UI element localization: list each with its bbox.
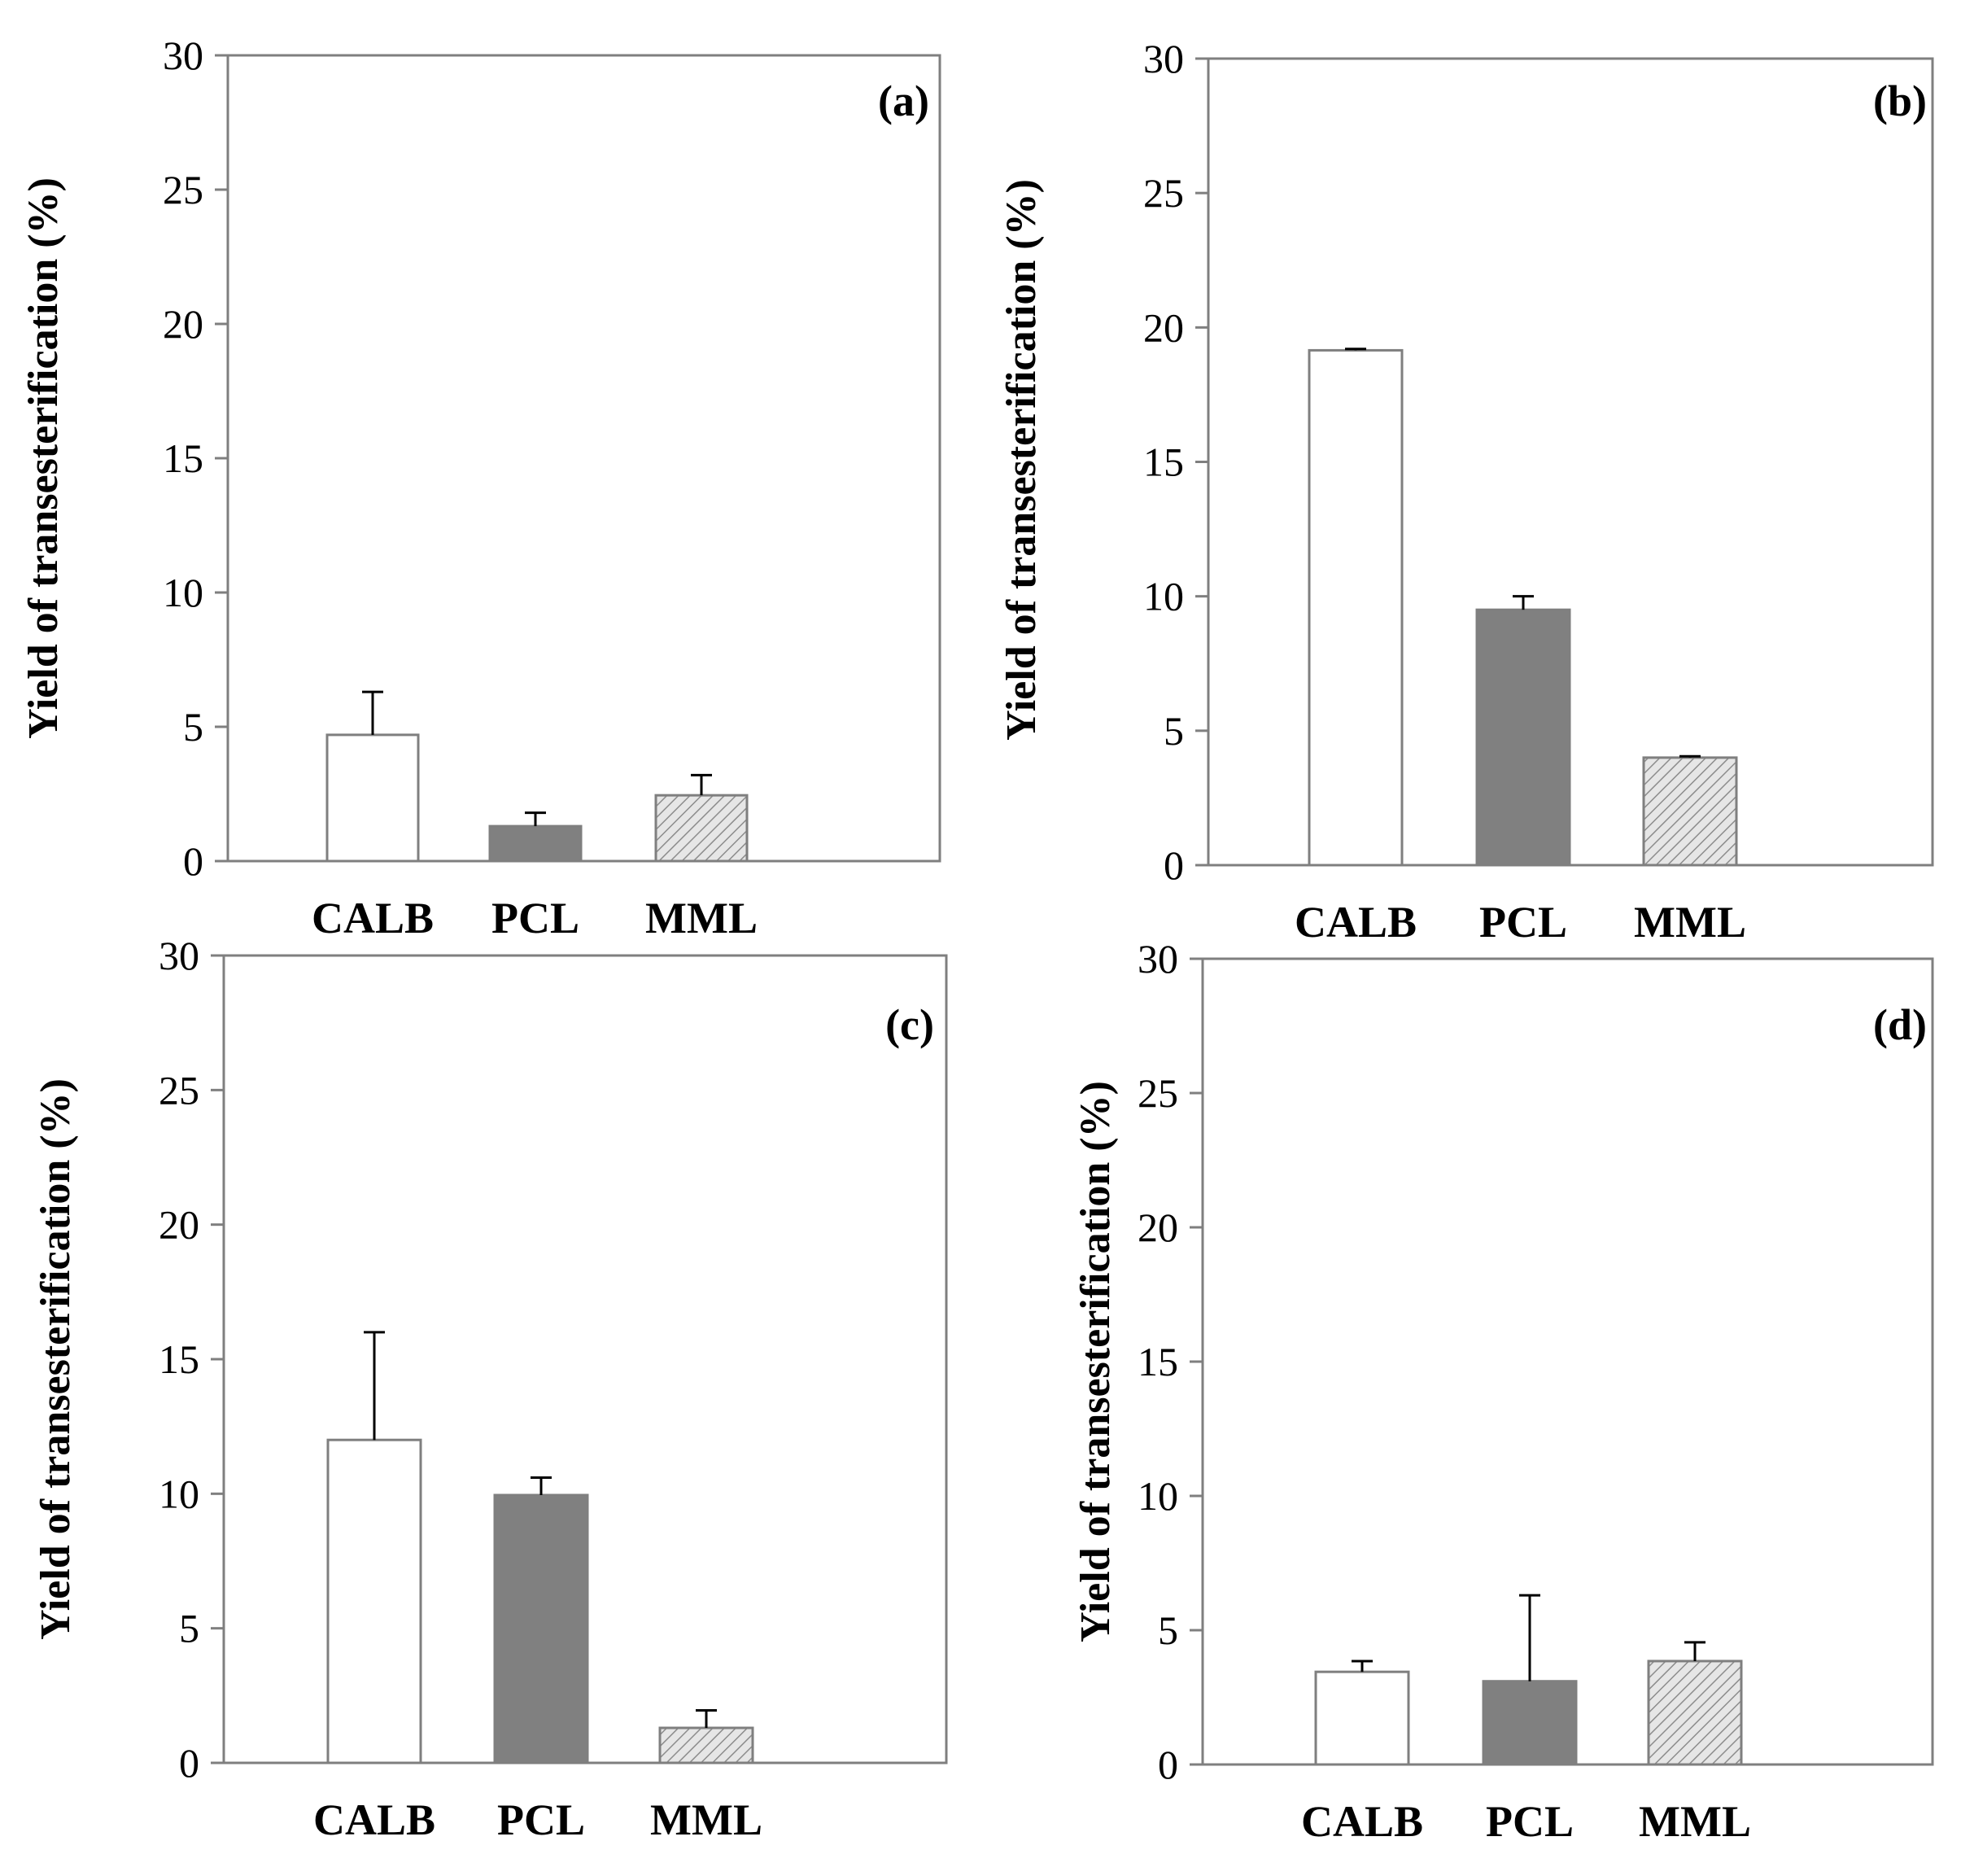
y-tick-label: 0 bbox=[179, 1740, 199, 1786]
category-label: MML bbox=[645, 894, 758, 942]
category-label: MML bbox=[1634, 898, 1746, 947]
category-label: PCL bbox=[491, 894, 579, 942]
chart-panel: 0 5 10 15 20 25 30 CALB PCL MML (b) Yield of transe… bbox=[998, 36, 1934, 947]
y-tick-label: 10 bbox=[163, 570, 203, 615]
y-tick-label: 25 bbox=[159, 1067, 199, 1113]
plot-frame bbox=[1201, 957, 1934, 1766]
panel-label: (c) bbox=[885, 1000, 934, 1049]
y-tick-label: 20 bbox=[1143, 304, 1184, 350]
bar-calb bbox=[1314, 1670, 1410, 1766]
category-label: MML bbox=[1639, 1797, 1751, 1846]
y-tick-label: 10 bbox=[1143, 574, 1184, 619]
y-axis-title: Yield of transesterification (%) bbox=[33, 1078, 79, 1640]
y-tick-label: 0 bbox=[1164, 842, 1184, 888]
y-tick-label: 25 bbox=[163, 167, 203, 212]
y-tick-label: 30 bbox=[1143, 36, 1184, 81]
category-label: CALB bbox=[1295, 898, 1417, 947]
category-label: PCL bbox=[497, 1795, 585, 1844]
bar-pcl bbox=[1475, 608, 1571, 867]
y-axis-title: Yield of transesterification (%) bbox=[20, 177, 67, 739]
panel-label: (a) bbox=[878, 77, 929, 125]
y-tick-label: 10 bbox=[159, 1471, 199, 1516]
y-tick-label: 25 bbox=[1143, 170, 1184, 216]
y-tick-label: 0 bbox=[183, 838, 203, 884]
y-tick-label: 5 bbox=[1158, 1607, 1178, 1653]
y-tick-label: 20 bbox=[163, 301, 203, 347]
y-tick-label: 5 bbox=[183, 704, 203, 750]
y-tick-label: 20 bbox=[159, 1202, 199, 1248]
category-label: CALB bbox=[312, 894, 434, 942]
y-tick-label: 20 bbox=[1138, 1205, 1178, 1250]
y-axis-title: Yield of transesterification (%) bbox=[998, 179, 1045, 741]
y-tick-label: 15 bbox=[159, 1336, 199, 1382]
y-tick-label: 0 bbox=[1158, 1742, 1178, 1787]
bar-mml bbox=[1647, 1660, 1743, 1766]
bar-pcl bbox=[1482, 1680, 1578, 1766]
chart-panel: 0 5 10 15 20 25 30 CALB PCL MML (a) Yield of transe… bbox=[20, 33, 941, 942]
bar-calb bbox=[326, 1438, 422, 1764]
chart-panel: 0 5 10 15 20 25 30 CALB PCL MML (c) Yield of transe… bbox=[33, 933, 948, 1844]
bar-calb bbox=[325, 733, 420, 863]
bar-calb bbox=[1308, 348, 1404, 867]
bar-mml bbox=[1642, 756, 1738, 867]
panel-label: (b) bbox=[1873, 77, 1927, 125]
y-tick-label: 10 bbox=[1138, 1473, 1178, 1519]
y-tick-label: 5 bbox=[179, 1606, 199, 1651]
bar-pcl bbox=[488, 824, 583, 863]
bar-pcl bbox=[493, 1493, 589, 1764]
chart-panel: 0 5 10 15 20 25 30 CALB PCL MML (d) Yield of transe… bbox=[1072, 936, 1934, 1846]
y-tick-label: 15 bbox=[1143, 439, 1184, 485]
bar-mml bbox=[658, 1726, 754, 1764]
y-tick-label: 15 bbox=[163, 435, 203, 481]
y-tick-label: 5 bbox=[1164, 708, 1184, 754]
bar-mml bbox=[654, 794, 749, 863]
category-label: CALB bbox=[1301, 1797, 1423, 1846]
y-tick-label: 30 bbox=[159, 933, 199, 978]
y-tick-label: 30 bbox=[163, 33, 203, 78]
category-label: PCL bbox=[1486, 1797, 1574, 1846]
category-label: MML bbox=[650, 1795, 762, 1844]
panel-label: (d) bbox=[1873, 1000, 1927, 1049]
category-label: PCL bbox=[1479, 898, 1567, 947]
y-tick-label: 25 bbox=[1138, 1070, 1178, 1116]
y-tick-label: 15 bbox=[1138, 1339, 1178, 1384]
y-axis-title: Yield of transesterification (%) bbox=[1072, 1081, 1119, 1642]
y-tick-label: 30 bbox=[1138, 936, 1178, 982]
category-label: CALB bbox=[313, 1795, 435, 1844]
